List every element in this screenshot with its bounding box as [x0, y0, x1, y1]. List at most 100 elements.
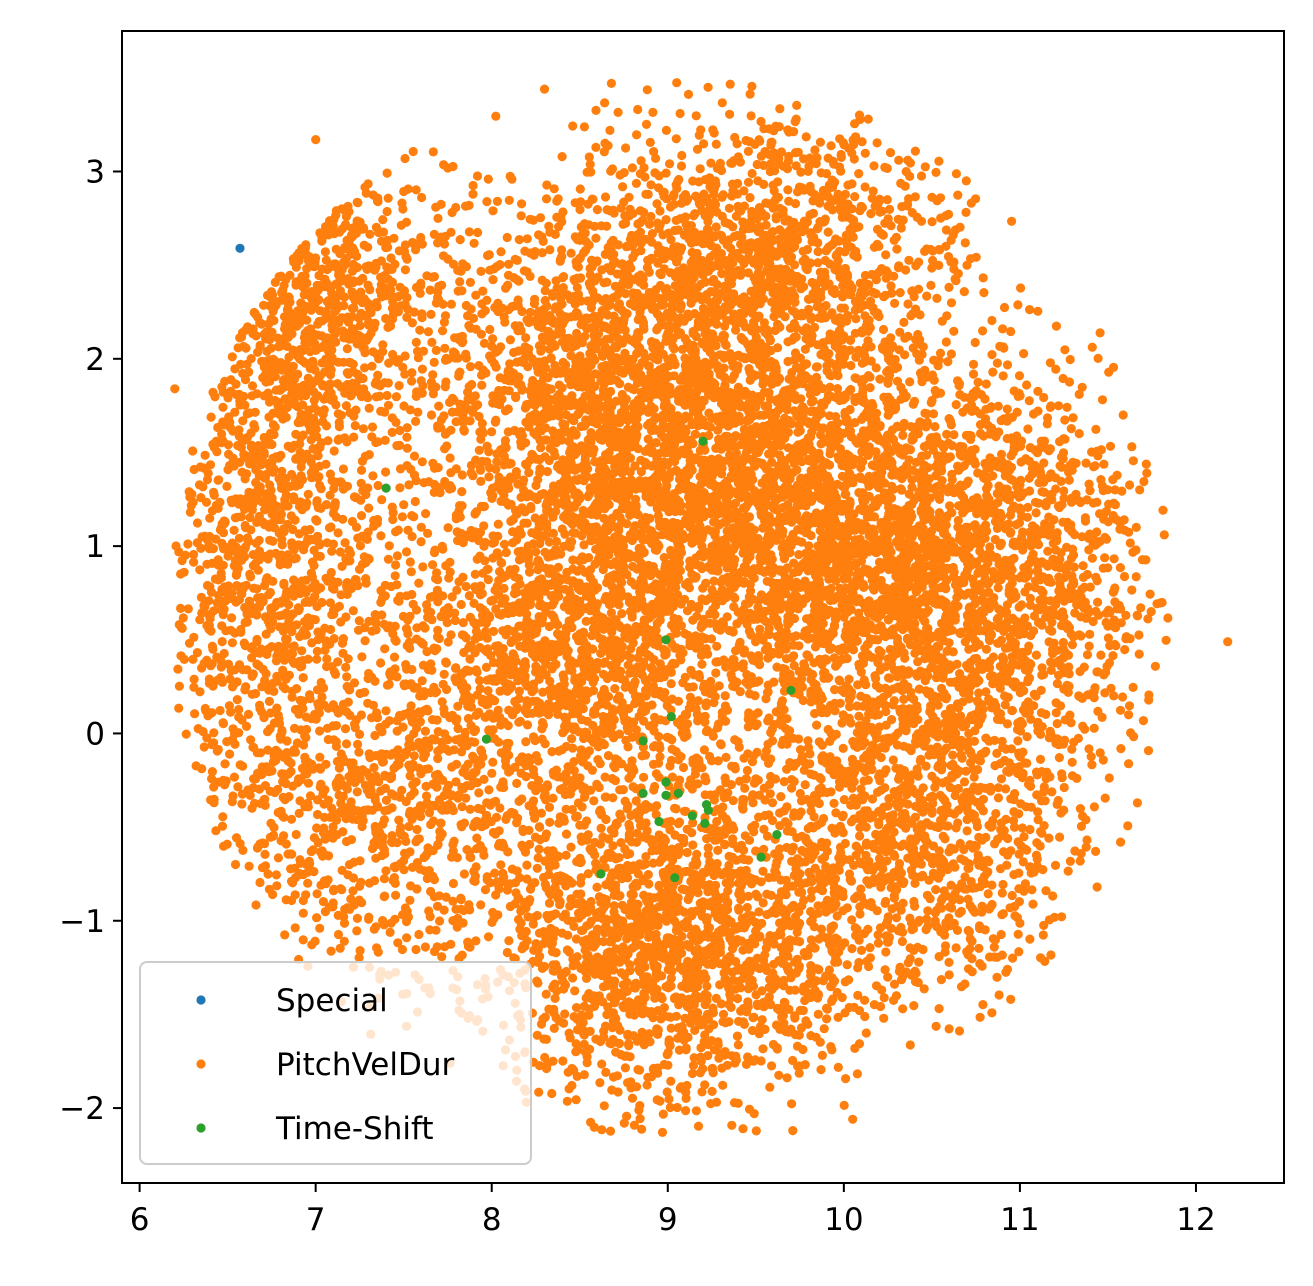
data-point: [315, 923, 325, 933]
data-point: [881, 947, 891, 957]
data-point: [218, 402, 228, 412]
data-point: [717, 269, 727, 279]
data-point: [700, 1080, 710, 1090]
data-point: [1103, 633, 1113, 643]
data-point: [768, 203, 778, 213]
data-point: [983, 889, 993, 899]
data-point: [379, 874, 389, 884]
data-point: [492, 196, 502, 206]
data-point: [959, 777, 970, 787]
data-point: [365, 229, 375, 239]
data-point: [583, 830, 593, 840]
data-point: [621, 143, 631, 153]
data-point: [1053, 401, 1064, 411]
data-point: [895, 288, 905, 298]
data-point: [473, 227, 483, 238]
data-point: [305, 690, 315, 700]
data-point: [1060, 345, 1070, 355]
data-point: [291, 829, 301, 840]
data-point: [889, 235, 899, 245]
data-point: [357, 652, 367, 662]
data-point: [1017, 823, 1027, 833]
data-point: [1134, 630, 1144, 640]
data-point: [905, 1040, 915, 1050]
data-point: [1022, 512, 1032, 522]
data-point: [355, 729, 365, 740]
data-point: [436, 199, 446, 209]
data-point: [563, 930, 573, 940]
data-point: [270, 787, 280, 798]
data-point: [812, 720, 822, 730]
data-point: [765, 789, 775, 799]
data-point: [516, 918, 526, 928]
data-point: [176, 603, 186, 614]
data-point: [640, 750, 651, 760]
data-point: [1041, 886, 1051, 896]
data-point: [407, 862, 418, 873]
data-point: [944, 957, 954, 968]
data-point: [548, 793, 558, 803]
data-point: [1104, 773, 1114, 783]
data-point: [942, 429, 952, 439]
data-point: [823, 227, 833, 237]
data-point: [433, 625, 443, 635]
data-point: [400, 265, 410, 275]
data-point: [227, 613, 237, 623]
data-point: [416, 376, 426, 386]
data-point: [437, 697, 447, 707]
data-point: [376, 256, 386, 266]
data-point: [1008, 953, 1018, 963]
data-point: [391, 890, 401, 900]
data-point: [521, 333, 531, 343]
data-point: [989, 942, 999, 952]
data-point: [639, 772, 649, 782]
data-point: [390, 571, 400, 581]
data-point: [592, 882, 602, 892]
data-point: [686, 775, 696, 785]
data-point: [646, 211, 656, 222]
data-point: [802, 987, 812, 997]
data-point: [856, 945, 867, 956]
data-point: [541, 194, 552, 204]
data-point: [776, 875, 786, 885]
data-point: [667, 772, 678, 782]
data-point: [906, 865, 917, 875]
data-point: [484, 785, 494, 795]
data-point: [930, 385, 940, 396]
data-point: [465, 362, 476, 372]
data-point: [584, 152, 594, 162]
data-point: [398, 722, 408, 732]
data-point: [666, 679, 676, 689]
data-point: [532, 863, 542, 873]
data-point: [649, 147, 659, 157]
data-point: [312, 913, 322, 923]
data-point: [801, 548, 811, 559]
data-point: [260, 861, 271, 871]
data-point: [1031, 508, 1041, 518]
data-point: [946, 298, 957, 308]
data-point: [794, 1068, 804, 1078]
data-point: [521, 737, 531, 747]
data-point: [829, 798, 839, 809]
data-point: [789, 651, 799, 661]
data-point: [705, 751, 715, 762]
data-point: [1033, 306, 1043, 316]
data-point: [255, 877, 265, 888]
data-point: [1090, 461, 1100, 471]
data-point: [541, 989, 551, 999]
data-point: [227, 352, 237, 362]
data-point: [852, 1069, 863, 1079]
data-point: [854, 721, 864, 731]
data-point: [564, 437, 574, 447]
data-point: [297, 646, 307, 656]
data-point: [1068, 413, 1078, 423]
data-point: [889, 827, 899, 837]
data-point: [826, 728, 836, 738]
data-point: [677, 150, 687, 161]
data-point: [923, 906, 933, 916]
data-point: [850, 192, 860, 202]
data-point: [1037, 663, 1047, 673]
data-point: [839, 711, 849, 721]
data-point: [727, 1120, 737, 1130]
data-point: [794, 550, 804, 560]
